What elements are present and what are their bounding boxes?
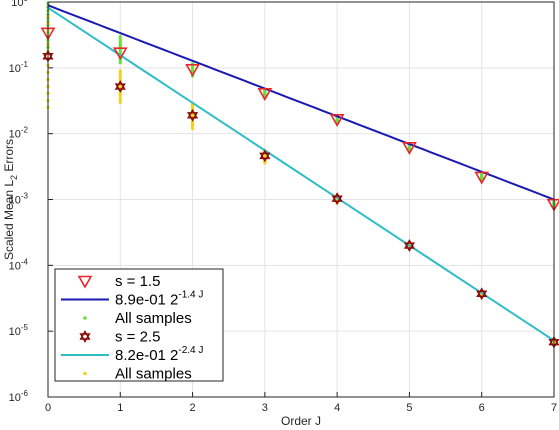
x-tick-label: 4 bbox=[334, 402, 340, 414]
x-tick-label: 7 bbox=[551, 402, 557, 414]
y-tick-base: 10 bbox=[9, 195, 21, 207]
y-tick-exponent: -6 bbox=[21, 389, 29, 398]
y-tick-label: 10-6 bbox=[9, 389, 29, 404]
y-tick-label: 100 bbox=[11, 0, 28, 9]
data-marker-s25 bbox=[403, 239, 415, 252]
x-tick-label: 2 bbox=[190, 402, 196, 414]
y-axis-label: Scaled Mean L2 Errors bbox=[2, 139, 19, 260]
data-marker-s15 bbox=[402, 142, 417, 155]
legend-label-exponent: -1.4 J bbox=[178, 290, 203, 301]
fit-line bbox=[47, 6, 555, 342]
y-tick-label: 10-1 bbox=[9, 60, 29, 75]
y-tick-exponent: 0 bbox=[24, 0, 29, 3]
y-tick-label: 10-5 bbox=[9, 323, 29, 338]
x-tick-label: 3 bbox=[262, 402, 268, 414]
sample-point bbox=[118, 71, 122, 75]
x-tick-label: 5 bbox=[406, 402, 412, 414]
y-tick-base: 10 bbox=[11, 0, 23, 9]
y-tick-base: 10 bbox=[9, 63, 21, 75]
sample-point bbox=[118, 69, 122, 73]
y-tick-exponent: -5 bbox=[21, 323, 29, 332]
y-axis-label-main: Scaled Mean L bbox=[2, 180, 16, 260]
fit-line bbox=[47, 4, 555, 201]
legend-label-text: All samples bbox=[115, 310, 192, 327]
y-tick-base: 10 bbox=[9, 129, 21, 141]
y-tick-label: 10-2 bbox=[9, 126, 29, 141]
legend-sample-dot bbox=[83, 371, 87, 376]
data-marker-s25 bbox=[114, 80, 126, 93]
y-tick-label: 10-3 bbox=[9, 192, 29, 207]
legend-label-text: s = 1.5 bbox=[115, 273, 160, 290]
legend-label-text: All samples bbox=[115, 366, 192, 383]
sample-point bbox=[118, 93, 122, 97]
legend-label-text: 8.2e-01 2 bbox=[115, 347, 178, 364]
legend-marker-triangle bbox=[77, 275, 93, 289]
y-tick-base: 10 bbox=[9, 326, 21, 338]
data-marker-s25 bbox=[259, 149, 271, 163]
x-tick-label: 1 bbox=[117, 402, 123, 414]
legend-label: s = 2.5 bbox=[115, 329, 160, 346]
y-tick-exponent: -1 bbox=[21, 60, 29, 69]
x-tick-labels: 0 1 2 3 4 5 6 7 bbox=[45, 392, 557, 414]
sample-point bbox=[118, 34, 122, 39]
y-tick-label: 10-4 bbox=[9, 257, 29, 272]
legend-label: 8.2e-01 2-2.4 J bbox=[115, 345, 203, 364]
data-marker-s15 bbox=[257, 88, 273, 101]
data-marker-s15 bbox=[474, 171, 490, 185]
data-marker-s15 bbox=[112, 47, 128, 61]
data-marker-s15 bbox=[185, 63, 200, 77]
legend-label-text: s = 2.5 bbox=[115, 329, 160, 346]
sample-point bbox=[118, 76, 122, 80]
y-tick-exponent: -2 bbox=[21, 126, 29, 135]
y-axis-label-tail: Errors bbox=[2, 139, 16, 175]
sample-point bbox=[118, 95, 122, 100]
y-tick-base: 10 bbox=[9, 260, 21, 272]
y-tick-labels: 10010-110-210-310-410-510-6 bbox=[9, 0, 53, 404]
legend-label: All samples bbox=[115, 310, 192, 327]
x-tick-label: 0 bbox=[45, 402, 51, 414]
legend-label: s = 1.5 bbox=[115, 273, 160, 290]
y-tick-exponent: -4 bbox=[21, 257, 29, 266]
x-tick-label: 6 bbox=[479, 402, 485, 414]
data-marker-s25 bbox=[331, 192, 343, 206]
legend-label: All samples bbox=[115, 366, 192, 383]
x-axis-label: Order J bbox=[281, 414, 321, 428]
y-tick-exponent: -3 bbox=[21, 192, 29, 201]
sample-point bbox=[480, 172, 484, 177]
data-marker-s15 bbox=[329, 114, 345, 127]
sample-point bbox=[118, 74, 122, 78]
y-tick-base: 10 bbox=[9, 392, 21, 404]
fit-lines bbox=[47, 4, 555, 342]
legend-label-text: 8.9e-01 2 bbox=[115, 292, 178, 309]
sample-point bbox=[118, 100, 122, 104]
legend-box bbox=[54, 268, 224, 382]
legend-marker-hexagram bbox=[79, 330, 91, 343]
y-axis-label-subscript: 2 bbox=[9, 175, 19, 180]
data-marker-s25 bbox=[187, 108, 199, 122]
legend-label-exponent: -2.4 J bbox=[178, 345, 203, 356]
data-marker-s25 bbox=[476, 287, 488, 301]
sample-point bbox=[118, 98, 122, 102]
legend-sample-dot bbox=[83, 316, 87, 320]
legend-label: 8.9e-01 2-1.4 J bbox=[115, 290, 203, 309]
